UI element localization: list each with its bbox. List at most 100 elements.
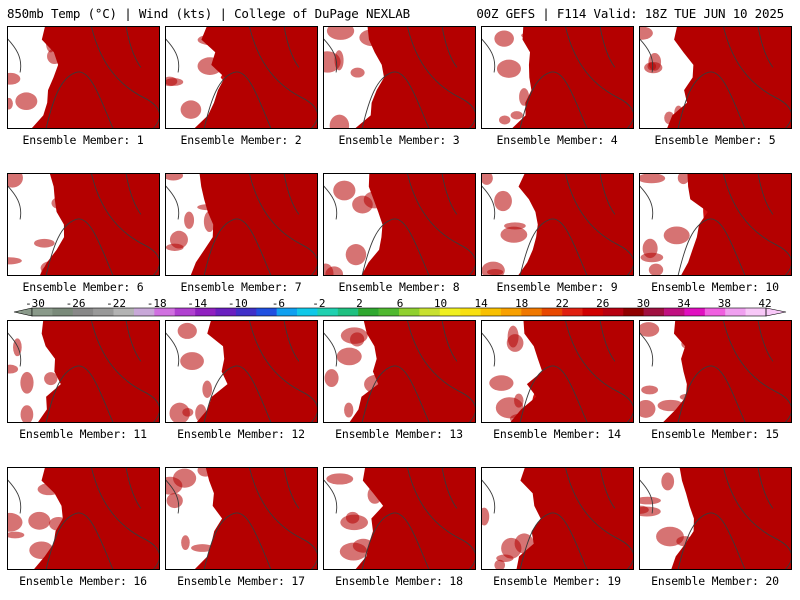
boundary-line bbox=[91, 27, 159, 128]
colorbar-segment bbox=[541, 308, 563, 316]
colorbar-segment bbox=[439, 308, 461, 316]
hot-spot bbox=[15, 92, 38, 111]
boundary-line bbox=[565, 174, 633, 275]
hot-spot bbox=[195, 404, 207, 422]
hot-spot bbox=[679, 393, 695, 401]
ensemble-panel bbox=[481, 467, 634, 570]
colorbar-tick-label: -2 bbox=[312, 297, 326, 310]
boundary-line bbox=[166, 479, 180, 514]
colorbar-segment bbox=[582, 308, 604, 316]
ensemble-panel bbox=[323, 320, 476, 423]
hot-spot bbox=[640, 496, 661, 505]
hot-spot bbox=[166, 76, 178, 87]
ensemble-member-label: Ensemble Member: 1 bbox=[22, 133, 144, 147]
boundary-line bbox=[125, 321, 142, 362]
boundary-line bbox=[677, 365, 746, 422]
colorbar-tick-label: -18 bbox=[146, 297, 167, 310]
boundary-line bbox=[441, 321, 458, 362]
hot-spot bbox=[345, 244, 367, 266]
hot-spot bbox=[640, 322, 660, 337]
colorbar-tick-label: -30 bbox=[25, 297, 45, 310]
ensemble-panel bbox=[639, 467, 792, 570]
boundary-line bbox=[361, 218, 430, 275]
colorbar-tick-label: 30 bbox=[636, 297, 650, 310]
colorbar-tick-label: 6 bbox=[396, 297, 404, 310]
boundary-line bbox=[249, 468, 317, 569]
boundary-line bbox=[677, 512, 746, 569]
ensemble-member-label: Ensemble Member: 12 bbox=[177, 427, 305, 441]
boundary-line bbox=[125, 174, 142, 215]
colorbar-tick-label: 22 bbox=[555, 297, 569, 310]
boundary-line bbox=[599, 174, 616, 215]
hot-spot bbox=[324, 369, 339, 387]
temperature-map bbox=[640, 27, 791, 128]
boundary-line bbox=[45, 71, 114, 128]
hot-spot bbox=[166, 476, 183, 495]
ensemble-member-label: Ensemble Member: 17 bbox=[177, 574, 305, 588]
ensemble-panel bbox=[481, 173, 634, 276]
hot-spot bbox=[519, 88, 530, 106]
colorbar-segment bbox=[562, 308, 583, 316]
hot-spot bbox=[8, 97, 13, 110]
hot-spot bbox=[197, 57, 223, 75]
temperature-band bbox=[667, 27, 791, 128]
colorbar-segment bbox=[32, 308, 53, 316]
colorbar-segment bbox=[500, 308, 522, 316]
hot-spot bbox=[648, 263, 664, 275]
hot-spot bbox=[344, 402, 354, 418]
ensemble-panel bbox=[323, 26, 476, 129]
ensemble-member-label: Ensemble Member: 5 bbox=[654, 133, 776, 147]
boundary-line bbox=[640, 38, 654, 73]
colorbar-tick-label: -10 bbox=[227, 297, 248, 310]
temperature-map bbox=[482, 321, 633, 422]
ensemble-panel bbox=[7, 320, 160, 423]
hot-spot bbox=[202, 380, 213, 398]
hot-spot bbox=[166, 493, 183, 509]
colorbar-segment bbox=[704, 308, 726, 316]
ensemble-member-label: Ensemble Member: 15 bbox=[651, 427, 779, 441]
hot-spot bbox=[20, 371, 34, 394]
boundary-line bbox=[482, 332, 496, 367]
temperature-map bbox=[640, 321, 791, 422]
temperature-map bbox=[482, 174, 633, 275]
temperature-map bbox=[482, 468, 633, 569]
boundary-line bbox=[324, 332, 338, 367]
hot-spot bbox=[47, 30, 59, 44]
colorbar-tick-label: 2 bbox=[356, 297, 363, 310]
hot-spot bbox=[496, 59, 521, 78]
temperature-band bbox=[355, 27, 475, 128]
colorbar-tick-label: 14 bbox=[474, 297, 488, 310]
temperature-band bbox=[40, 174, 159, 275]
boundary-line bbox=[677, 71, 746, 128]
boundary-line bbox=[723, 321, 791, 422]
colorbar-tick-label: 26 bbox=[596, 297, 610, 310]
boundary-line bbox=[203, 365, 272, 422]
map-title: 850mb Temp (°C) | Wind (kts) | College o… bbox=[7, 6, 410, 21]
hot-spot bbox=[640, 399, 656, 418]
colorbar-segment bbox=[664, 308, 685, 316]
temperature-map bbox=[324, 468, 475, 569]
colorbar-tick-label: 10 bbox=[433, 297, 448, 310]
boundary-line bbox=[91, 321, 159, 422]
boundary-line bbox=[324, 479, 338, 514]
hot-spot bbox=[499, 115, 511, 125]
colorbar-segment bbox=[521, 308, 543, 316]
boundary-line bbox=[324, 185, 338, 220]
boundary-line bbox=[723, 27, 791, 128]
hot-spot bbox=[37, 483, 61, 496]
hot-spot bbox=[509, 413, 535, 422]
temperature-band bbox=[361, 174, 475, 275]
hot-spot bbox=[203, 211, 215, 232]
temperature-band bbox=[196, 321, 317, 422]
boundary-line bbox=[565, 321, 633, 422]
colorbar-segment bbox=[602, 308, 624, 316]
temperature-map bbox=[640, 174, 791, 275]
hot-spot bbox=[336, 347, 362, 366]
ensemble-member-label: Ensemble Member: 6 bbox=[22, 280, 144, 294]
temperature-band bbox=[510, 321, 633, 422]
colorbar-segment bbox=[113, 308, 135, 316]
colorbar-segment bbox=[419, 308, 441, 316]
ensemble-panel bbox=[481, 320, 634, 423]
hot-spot bbox=[28, 511, 51, 530]
ensemble-panel bbox=[323, 467, 476, 570]
